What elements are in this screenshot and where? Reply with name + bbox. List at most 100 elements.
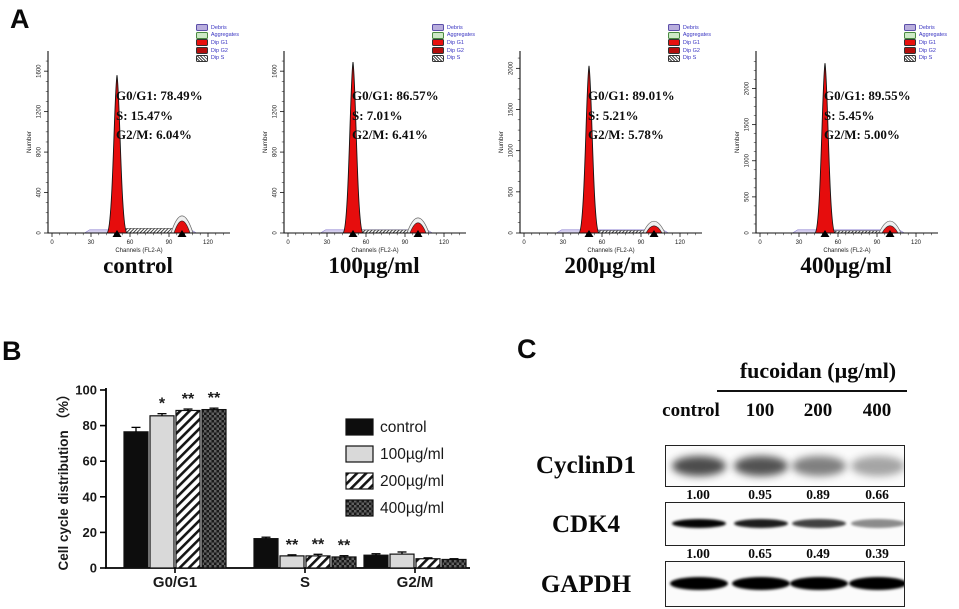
svg-text:control: control — [380, 419, 427, 436]
legend-swatch-icon — [432, 47, 445, 55]
svg-text:30: 30 — [560, 240, 567, 246]
legend-label: Debris — [918, 24, 935, 31]
flow-stat-line: S: 7.01% — [352, 107, 403, 123]
blot-quantification-value: 0.95 — [748, 487, 772, 502]
svg-text:0: 0 — [758, 240, 762, 246]
svg-text:120: 120 — [203, 240, 214, 246]
blot-quantification-value: 0.66 — [865, 487, 889, 502]
bar-control-G2/M — [363, 554, 389, 569]
blot-band — [792, 519, 846, 528]
flow-histogram-svg: 0 400 800 1200 1600 0 30 60 90 120 Channels (FL2-A… — [262, 51, 466, 254]
svg-text:90: 90 — [638, 240, 645, 246]
blot-quantification-value: 1.00 — [686, 487, 710, 502]
legend-swatch-icon — [432, 39, 445, 47]
flow-stat-line: G2/M: 6.04% — [116, 127, 192, 142]
blot-quantification-value: 0.65 — [748, 546, 772, 561]
svg-text:Channels (FL2-A): Channels (FL2-A) — [587, 248, 634, 254]
blot-col-label: 200 — [803, 400, 833, 421]
svg-text:30: 30 — [324, 240, 331, 246]
blot-band — [849, 577, 904, 590]
flow-histogram-svg: 0 500 1000 1500 2000 0 30 60 90 120 Channels (FL2-… — [734, 51, 938, 254]
svg-text:60: 60 — [835, 240, 842, 246]
svg-text:**: ** — [338, 538, 351, 555]
svg-text:500: 500 — [745, 191, 751, 202]
legend-label: Dip G1 — [446, 39, 464, 46]
blot-band — [734, 519, 788, 528]
legend-swatch-icon — [196, 47, 209, 55]
svg-text:60: 60 — [599, 240, 606, 246]
legend-swatch-icon — [904, 54, 917, 62]
legend-label: Dip S — [682, 55, 697, 62]
svg-text:80: 80 — [83, 418, 97, 433]
svg-text:90: 90 — [166, 240, 173, 246]
legend-label: Debris — [682, 24, 699, 31]
flow-legend-item: Debris — [668, 24, 711, 32]
svg-text:0: 0 — [745, 231, 751, 235]
flow-legend-item: Aggregates — [904, 31, 947, 40]
blot-col-label: control — [662, 400, 720, 421]
legend-label: Dip S — [918, 55, 933, 62]
flow-panels-row: 0 400 800 1200 1600 0 30 60 90 120 Channels (FL2-A… — [8, 0, 950, 330]
flow-legend-item: Dip G1 — [196, 39, 239, 47]
svg-text:100: 100 — [75, 383, 97, 398]
flow-stats: G0/G1: 86.57% S: 7.01% G2/M: 6.41% — [352, 86, 439, 145]
legend-label: Dip G2 — [918, 47, 936, 54]
panel-b: B 0 20 40 60 80 100 Cell cycle distribution （%… — [0, 330, 500, 609]
flow-legend-item: Dip S — [904, 54, 947, 62]
legend-label: Aggregates — [682, 32, 711, 39]
flow-panel: 0 400 800 1200 1600 0 30 60 90 120 Channels (FL2-A… — [8, 0, 242, 330]
flow-stat-line: G2/M: 6.41% — [352, 127, 428, 142]
svg-text:90: 90 — [402, 240, 409, 246]
svg-text:400: 400 — [37, 187, 43, 198]
svg-text:500: 500 — [509, 186, 515, 197]
svg-text:60: 60 — [83, 454, 97, 469]
bar-200µg/ml-G2/M — [415, 558, 441, 569]
blot-band — [851, 456, 904, 476]
flow-panel-title: 200µg/ml — [564, 253, 656, 278]
legend-label: Dip G2 — [210, 47, 228, 54]
blot-quantification-value: 1.00 — [686, 546, 710, 561]
svg-text:Cell cycle distribution （%）: Cell cycle distribution （%） — [56, 387, 71, 570]
svg-text:20: 20 — [83, 525, 97, 540]
svg-text:1200: 1200 — [273, 104, 279, 118]
flow-stats: G0/G1: 78.49% S: 15.47% G2/M: 6.04% — [116, 86, 203, 145]
svg-text:0: 0 — [50, 240, 54, 246]
svg-text:Number: Number — [734, 131, 741, 153]
svg-text:Channels (FL2-A): Channels (FL2-A) — [115, 248, 162, 254]
svg-text:120: 120 — [911, 240, 922, 246]
svg-text:S: S — [300, 574, 310, 591]
svg-text:**: ** — [182, 391, 195, 408]
blot-band — [790, 577, 848, 590]
svg-text:Number: Number — [498, 131, 505, 153]
flow-legend-item: Dip G1 — [904, 39, 947, 47]
panel-b-label: B — [2, 336, 22, 366]
svg-text:1000: 1000 — [509, 143, 515, 157]
legend-label: Dip S — [210, 55, 225, 62]
legend-swatch-icon — [196, 39, 209, 47]
bar-100µg/ml-G2/M — [389, 553, 415, 569]
flow-stat-line: G2/M: 5.00% — [824, 127, 900, 142]
svg-text:1600: 1600 — [273, 64, 279, 78]
bar-legend-swatch-icon — [345, 418, 374, 436]
legend-swatch-icon — [904, 24, 917, 32]
flow-stat-line: G2/M: 5.78% — [588, 127, 664, 142]
svg-text:1200: 1200 — [37, 104, 43, 118]
flow-panel: 0 400 800 1200 1600 0 30 60 90 120 Channels (FL2-A… — [244, 0, 478, 330]
flow-legend-item: Aggregates — [432, 31, 475, 40]
blot-quantification-value: 0.49 — [806, 546, 830, 561]
flow-panel-title: 400µg/ml — [800, 253, 892, 278]
legend-label: Dip G1 — [682, 39, 700, 46]
svg-text:*: * — [159, 396, 166, 413]
bar-400µg/ml-G2/M — [441, 558, 467, 569]
flow-legend-item: Debris — [432, 24, 475, 32]
flow-legend-item: Dip S — [432, 54, 475, 62]
svg-text:2000: 2000 — [745, 81, 751, 95]
legend-label: Dip G2 — [682, 47, 700, 54]
flow-legend-item: Dip G2 — [432, 47, 475, 55]
svg-text:800: 800 — [273, 146, 279, 157]
flow-legend: Debris Aggregates Dip G1 Dip G2 Dip S — [432, 24, 475, 62]
svg-text:Channels (FL2-A): Channels (FL2-A) — [823, 248, 870, 254]
bar-chart-svg: 0 20 40 60 80 100 Cell cycle distribution （%） *… — [56, 383, 470, 591]
flow-stat-line: G0/G1: 89.01% — [588, 88, 675, 103]
blot-band — [672, 456, 726, 476]
